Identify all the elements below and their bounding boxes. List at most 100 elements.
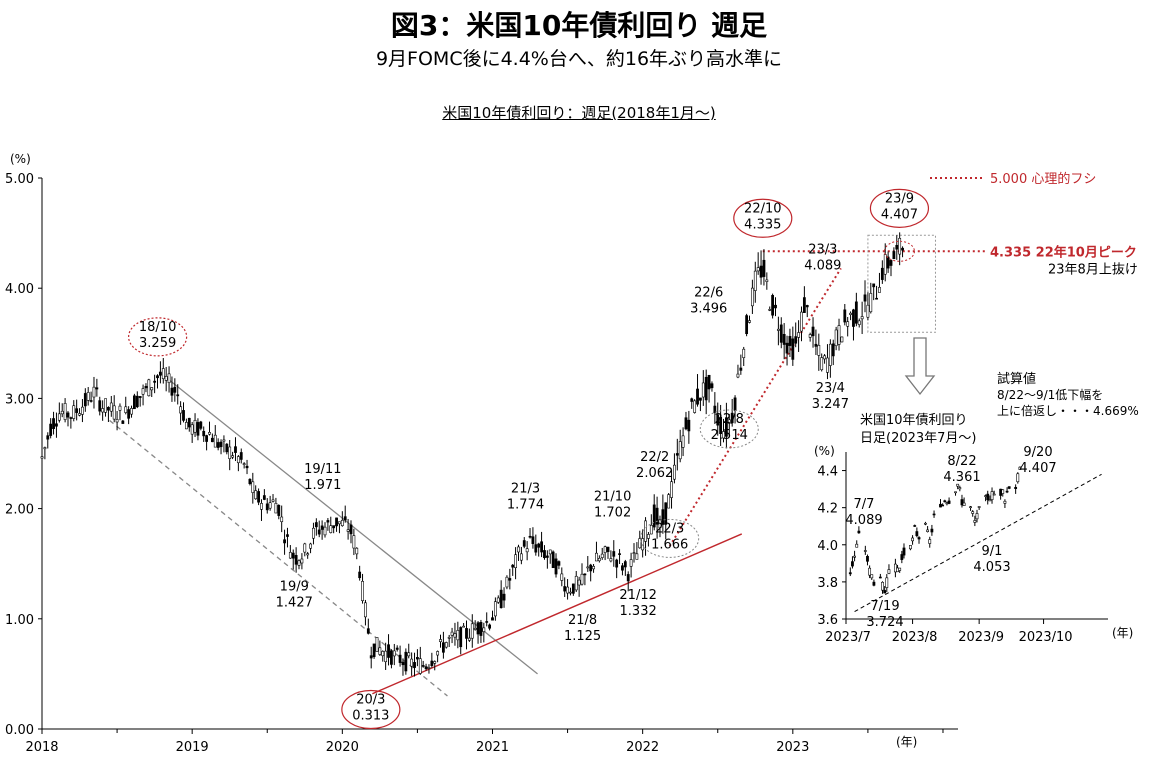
weekly-candle-body	[753, 270, 757, 291]
daily-candle-body	[911, 537, 914, 542]
inset-x-tick-label: 2023/9	[958, 630, 1004, 645]
annotation-value: 0.313	[352, 709, 389, 724]
weekly-candle-body	[505, 576, 509, 588]
weekly-candle-body	[470, 623, 474, 639]
annotation-value: 2.062	[636, 466, 673, 481]
weekly-candle-body	[57, 413, 61, 421]
daily-candle-body	[898, 567, 902, 571]
weekly-candle-body	[514, 554, 517, 569]
weekly-candle-body	[528, 535, 532, 538]
weekly-candle-body	[491, 617, 494, 621]
weekly-candle-body	[436, 651, 440, 656]
weekly-candle-body	[52, 418, 55, 429]
annotation-ring	[699, 409, 759, 449]
annotation-date: 23/4	[816, 381, 845, 396]
weekly-candle-body	[670, 481, 673, 498]
weekly-candle-body	[889, 260, 893, 266]
inset-annotation-value: 4.053	[973, 560, 1010, 575]
annotation-date: 18/10	[139, 320, 176, 335]
weekly-candle-body	[167, 373, 171, 383]
weekly-candle-body	[600, 553, 604, 558]
weekly-candle-body	[291, 552, 295, 559]
weekly-candle-body	[638, 538, 642, 549]
weekly-candle-body	[248, 478, 252, 485]
annotation-value: 1.666	[651, 537, 688, 552]
weekly-candle-body	[742, 348, 746, 359]
inset-x-tick-label: 2023/8	[892, 630, 938, 645]
annotation-date: 19/9	[280, 580, 309, 595]
daily-candle-body	[913, 525, 917, 527]
annotation-ring	[869, 188, 930, 228]
weekly-candle-body	[756, 267, 760, 272]
weekly-candle-body	[863, 294, 867, 302]
inset-x-unit: (年)	[1112, 626, 1133, 640]
daily-candle-body	[930, 528, 934, 533]
weekly-candle-body	[522, 540, 526, 547]
weekly-candle-body	[213, 434, 217, 448]
weekly-candle-body	[352, 535, 356, 549]
weekly-candle-body	[401, 661, 405, 666]
weekly-candle-body	[690, 398, 694, 402]
weekly-candle-body	[791, 338, 795, 360]
weekly-candle-body	[725, 417, 728, 437]
weekly-candle-body	[511, 564, 515, 568]
weekly-candle-body	[109, 402, 113, 412]
weekly-candle-body	[306, 553, 310, 556]
weekly-candle-body	[390, 650, 393, 665]
weekly-candle-body	[257, 491, 260, 503]
weekly-candle-body	[98, 400, 102, 412]
weekly-candle-body	[502, 593, 506, 601]
weekly-candle-body	[300, 558, 304, 564]
weekly-candle-body	[83, 393, 87, 407]
daily-candle-body	[975, 513, 979, 520]
weekly-candle-body	[589, 564, 593, 572]
weekly-candle-body	[236, 456, 240, 464]
weekly-candle-body	[476, 622, 480, 635]
annotation-date: 22/6	[694, 286, 723, 301]
weekly-candle-body	[540, 541, 543, 553]
daily-candle-body	[988, 499, 992, 502]
weekly-candle-body	[687, 419, 691, 432]
annotation-value: 4.335	[744, 217, 781, 232]
weekly-candle-body	[840, 336, 844, 343]
weekly-candle-body	[317, 529, 321, 535]
weekly-candle-body	[283, 539, 286, 544]
daily-candle-body	[956, 483, 960, 487]
weekly-candle-body	[849, 312, 852, 315]
weekly-candle-body	[219, 441, 223, 448]
daily-candle-body	[928, 539, 932, 544]
weekly-candle-body	[802, 297, 806, 313]
weekly-candle-body	[716, 414, 720, 426]
daily-candle-body	[990, 491, 994, 500]
annotation-value: 3.259	[139, 336, 176, 351]
weekly-candle-body	[722, 431, 725, 439]
weekly-candle-body	[424, 666, 428, 670]
inset-annotation-date: 9/20	[1023, 445, 1052, 460]
weekly-candle-body	[228, 446, 232, 459]
inset-y-tick-label: 3.6	[817, 613, 838, 628]
weekly-candle-body	[309, 543, 312, 549]
daily-candle-body	[868, 567, 872, 576]
peak-line-label: 4.335 22年10月ピーク	[990, 244, 1137, 260]
weekly-candle-body	[49, 423, 53, 436]
daily-candle-body	[915, 531, 919, 537]
weekly-candle-body	[485, 621, 489, 623]
weekly-candle-body	[696, 388, 699, 405]
weekly-candle-body	[375, 637, 379, 652]
inset-x-tick-label: 2023/10	[1019, 630, 1073, 645]
weekly-candle-body	[392, 650, 396, 657]
estimate-line2: 上に倍返し・・・4.669%	[997, 403, 1139, 418]
weekly-candle-body	[343, 516, 347, 521]
weekly-candle-body	[655, 507, 659, 525]
weekly-candle-body	[141, 388, 145, 395]
daily-candle-body	[1003, 500, 1007, 504]
main-x-tick-label: 2022	[626, 740, 659, 755]
weekly-candle-body	[208, 432, 211, 435]
weekly-candle-body	[794, 336, 798, 344]
weekly-candle-body	[187, 417, 191, 428]
daily-candle-body	[943, 500, 947, 503]
weekly-candle-body	[63, 403, 67, 420]
daily-candle-body	[960, 499, 964, 506]
weekly-candle-body	[239, 452, 243, 460]
weekly-candle-body	[75, 408, 79, 413]
